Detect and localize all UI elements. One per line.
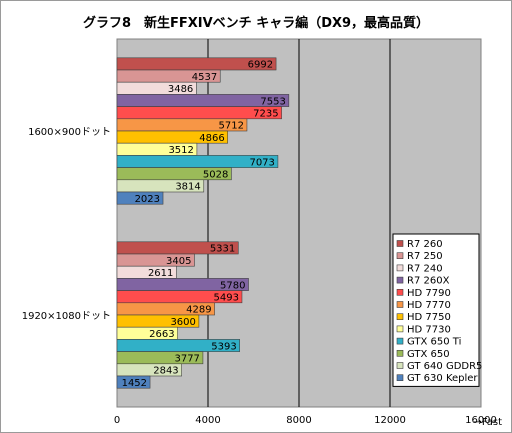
legend-swatch — [396, 252, 404, 259]
legend-entry: GTX 650 — [407, 349, 450, 360]
category-labels: 1600×900ドット 1920×1080ドット — [22, 127, 111, 322]
data-label: 5780 — [220, 280, 245, 291]
data-label: 3512 — [168, 145, 193, 156]
legend-entry: GT 630 Kepler — [407, 373, 478, 384]
data-label: 2611 — [148, 268, 173, 279]
legend-swatch — [396, 325, 404, 333]
data-label: 6992 — [248, 60, 273, 71]
bar — [116, 191, 164, 205]
legend-swatch — [396, 301, 404, 308]
data-label: 4289 — [186, 305, 211, 316]
bar — [116, 375, 151, 389]
legend-swatch — [396, 349, 404, 357]
legend-swatch — [396, 337, 404, 345]
data-label: 4537 — [192, 72, 217, 83]
data-label: 2843 — [153, 366, 178, 377]
data-label: 7073 — [249, 157, 274, 168]
x-axis-label: →Fast — [474, 417, 503, 428]
data-label: 5393 — [211, 341, 236, 352]
legend-entry: GT 640 GDDR5 — [407, 361, 482, 372]
legend-swatch — [396, 313, 404, 321]
legend-entry: R7 260 — [407, 239, 443, 250]
legend-swatch — [396, 374, 404, 382]
legend-box — [392, 233, 480, 387]
data-label: 3600 — [170, 317, 195, 328]
category-label: 1600×900ドット — [28, 127, 111, 138]
x-tick-label: 0 — [114, 415, 120, 426]
chart-title: グラフ8 新生FFXIVベンチ キャラ編（DX9，最高品質） — [82, 16, 430, 31]
legend-entry: HD 7790 — [407, 288, 451, 299]
legend-swatch — [396, 276, 404, 284]
legend-entry: HD 7730 — [407, 324, 451, 335]
legend-swatch — [396, 362, 404, 369]
legend-swatch — [396, 240, 404, 247]
data-label: 2023 — [135, 194, 160, 205]
legend-entry: R7 250 — [407, 251, 443, 262]
x-tick-labels: 0 4000 8000 12000 16000 — [114, 415, 497, 426]
data-label: 1452 — [122, 378, 147, 389]
data-label: 7553 — [260, 96, 285, 107]
data-label: 3777 — [174, 354, 199, 365]
data-label: 5331 — [210, 244, 235, 255]
data-label: 4866 — [199, 133, 224, 144]
legend-entry: HD 7770 — [407, 300, 451, 311]
data-label: 3405 — [166, 256, 191, 267]
data-label: 5493 — [214, 293, 239, 304]
legend-entry: GTX 650 Ti — [407, 337, 461, 348]
data-label: 5712 — [218, 121, 243, 132]
x-tick-label: 4000 — [195, 415, 220, 426]
legend-swatch — [396, 288, 404, 296]
legend-entry: HD 7750 — [407, 312, 451, 323]
category-label: 1920×1080ドット — [22, 311, 111, 322]
legend-entry: R7 260X — [407, 276, 450, 287]
x-tick-label: 16000 — [465, 415, 497, 426]
data-label: 5028 — [203, 170, 228, 181]
x-tick-label: 8000 — [286, 415, 311, 426]
data-label: 2663 — [149, 329, 174, 340]
legend-entry: R7 240 — [407, 263, 443, 274]
data-label: 7235 — [253, 109, 278, 120]
data-label: 3486 — [168, 84, 193, 95]
x-tick-label: 12000 — [374, 415, 406, 426]
legend-swatch — [396, 264, 404, 272]
data-label: 3814 — [175, 182, 200, 193]
